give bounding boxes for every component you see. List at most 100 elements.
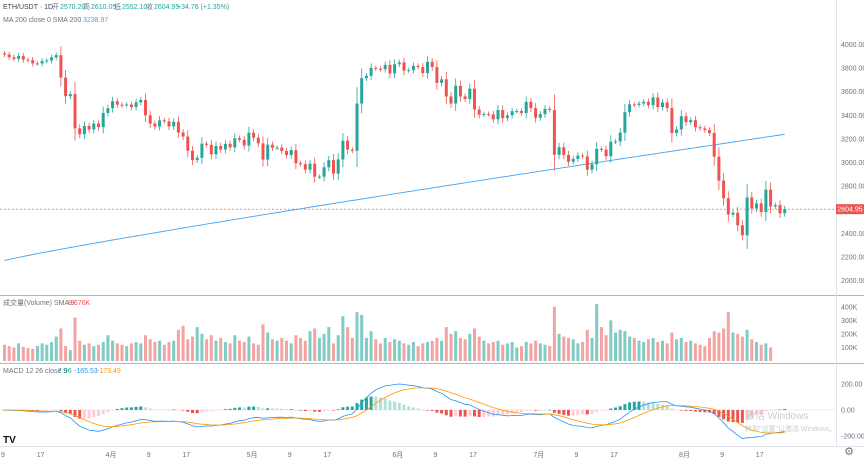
candle-body bbox=[708, 130, 711, 134]
volume-bar bbox=[7, 346, 11, 361]
candle-body bbox=[411, 65, 415, 71]
candle bbox=[416, 63, 420, 70]
gear-icon[interactable]: ⚙ bbox=[844, 445, 854, 458]
candle bbox=[698, 124, 702, 131]
candle-body bbox=[322, 167, 326, 177]
ma-legend-label[interactable]: MA 200 close 0 SMA 200 bbox=[3, 17, 81, 24]
candle-body bbox=[266, 144, 270, 160]
macd-histogram-bar bbox=[97, 409, 100, 417]
symbol-title[interactable]: ETH/USDT · 1D bbox=[3, 4, 53, 11]
volume-bar bbox=[256, 344, 260, 361]
macd-histogram-bar bbox=[341, 407, 345, 410]
candle bbox=[275, 145, 279, 151]
candle bbox=[303, 160, 307, 174]
candle-body bbox=[557, 147, 561, 155]
candle-body bbox=[388, 64, 392, 74]
candle-body bbox=[684, 116, 688, 123]
candle-body bbox=[87, 125, 91, 130]
volume-bar bbox=[195, 327, 199, 361]
macd-histogram-bar bbox=[722, 409, 726, 420]
candle bbox=[552, 94, 556, 171]
macd-histogram-bar bbox=[745, 409, 749, 420]
candle-body bbox=[341, 140, 345, 160]
volume-bar bbox=[78, 340, 82, 361]
time-tick-label: 17 bbox=[37, 452, 45, 459]
volume-bar bbox=[50, 342, 53, 361]
candle bbox=[562, 142, 566, 160]
symbol-legend[interactable]: ETH/USDT · 1D 开 2570.20 高 2610.05 低 2552… bbox=[3, 2, 229, 11]
candle bbox=[256, 133, 260, 148]
macd-histogram-bar bbox=[54, 409, 58, 411]
candle bbox=[534, 103, 538, 123]
candle bbox=[280, 144, 284, 155]
candle bbox=[440, 76, 444, 87]
candle-body bbox=[92, 123, 96, 130]
candle-body bbox=[562, 147, 566, 155]
macd-histogram-bar bbox=[679, 409, 683, 411]
candle-body bbox=[26, 59, 30, 61]
volume-legend-label[interactable]: 成交量(Volume) SMA 9 bbox=[3, 298, 75, 307]
candle bbox=[134, 98, 138, 111]
volume-bar bbox=[510, 342, 514, 361]
candle-body bbox=[444, 79, 448, 97]
candle-body bbox=[618, 132, 622, 142]
candle-body bbox=[191, 150, 194, 161]
candle bbox=[50, 54, 53, 64]
candle-body bbox=[722, 180, 726, 199]
candle bbox=[397, 59, 401, 67]
candle bbox=[402, 57, 406, 76]
candle bbox=[642, 99, 646, 107]
volume-bar bbox=[12, 347, 16, 361]
macd-histogram-bar bbox=[360, 399, 364, 410]
candle bbox=[73, 81, 77, 141]
volume-legend[interactable]: 成交量(Volume) SMA 9 8.676K bbox=[3, 298, 91, 307]
ma-legend[interactable]: MA 200 close 0 SMA 200 3238.97 bbox=[3, 17, 108, 24]
volume-bar bbox=[708, 337, 711, 361]
volume-bar bbox=[341, 316, 345, 361]
candle bbox=[355, 87, 359, 168]
low-label: 低 bbox=[114, 2, 121, 11]
candle-body bbox=[769, 189, 773, 207]
volume-bar bbox=[388, 342, 392, 361]
macd-histogram-bar bbox=[327, 409, 331, 411]
candle-body bbox=[609, 141, 613, 157]
volume-bar bbox=[595, 304, 599, 361]
candle-body bbox=[115, 101, 119, 105]
open-label: 开 bbox=[52, 3, 59, 11]
macd-histogram-bar bbox=[440, 409, 444, 414]
macd-legend[interactable]: MACD 12 26 close 9 7.96 -165.53 -173.49 bbox=[3, 368, 121, 375]
candle-body bbox=[449, 96, 453, 104]
candle-body bbox=[195, 157, 199, 161]
volume-bar bbox=[567, 337, 570, 361]
volume-bar bbox=[548, 346, 552, 361]
candle bbox=[449, 92, 453, 108]
candle-body bbox=[637, 103, 641, 106]
candle bbox=[350, 147, 354, 154]
candle-body bbox=[454, 85, 458, 104]
macd-tick-label: 0.00 bbox=[841, 407, 855, 414]
volume-bar bbox=[764, 343, 768, 361]
volume-bar bbox=[82, 344, 86, 361]
candle-body bbox=[12, 57, 16, 59]
volume-bar bbox=[736, 333, 740, 361]
volume-bar bbox=[524, 342, 528, 361]
candle bbox=[111, 96, 115, 113]
candle-body bbox=[233, 138, 237, 148]
macd-histogram-bar bbox=[40, 409, 44, 411]
tradingview-logo[interactable]: TV bbox=[3, 435, 16, 446]
volume-bar bbox=[379, 343, 382, 361]
macd-histogram-bar bbox=[35, 409, 39, 411]
macd-histogram-bar bbox=[153, 409, 157, 411]
macd-histogram-bar bbox=[651, 402, 655, 410]
volume-bar bbox=[604, 335, 608, 361]
candle-body bbox=[745, 197, 749, 236]
volume-bar bbox=[599, 327, 603, 361]
volume-bar bbox=[646, 339, 650, 361]
candle bbox=[120, 102, 124, 108]
time-tick-label: 17 bbox=[323, 452, 331, 459]
candle bbox=[144, 93, 147, 123]
candle-body bbox=[642, 101, 646, 104]
macd-histogram-bar bbox=[106, 409, 110, 413]
macd-legend-label[interactable]: MACD 12 26 close 9 bbox=[3, 368, 67, 375]
